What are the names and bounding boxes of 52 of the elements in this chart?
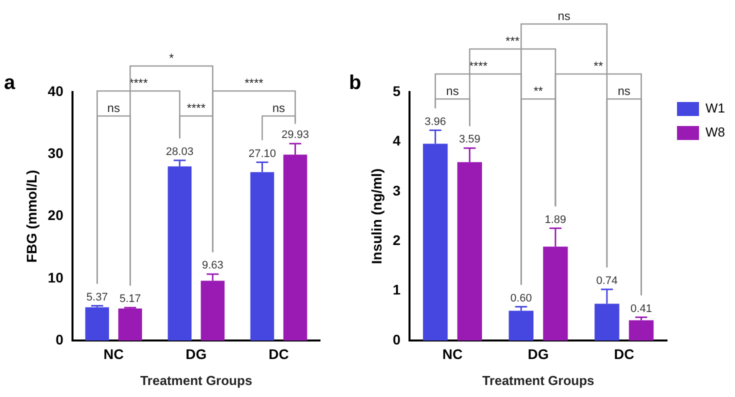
annotation: ns xyxy=(107,101,120,115)
text: *** xyxy=(506,34,520,48)
x-tick-label: DG xyxy=(528,346,549,362)
text: ** xyxy=(594,59,604,73)
data-label: 9.63 xyxy=(202,260,224,272)
data-label: 3.59 xyxy=(458,134,480,146)
y-tick-label: 30 xyxy=(48,145,64,162)
x-tick-label: DC xyxy=(268,346,289,362)
data-label: 0.60 xyxy=(510,292,532,304)
y-tick-label: 0 xyxy=(392,331,401,348)
annotation: **** xyxy=(186,101,206,115)
x-tick-label: NC xyxy=(104,346,124,362)
legend-label: W1 xyxy=(706,100,725,116)
x-axis-title: Treatment Groups xyxy=(140,372,252,388)
x-axis-title: Treatment Groups xyxy=(482,372,594,388)
y-tick-label: 0 xyxy=(56,331,64,348)
legend-label: W8 xyxy=(706,124,725,140)
y-tick-label: 2 xyxy=(392,232,401,248)
y-axis-title: FBG (mmol/L) xyxy=(23,170,40,263)
annotation: ns xyxy=(618,84,630,98)
data-label: 0.41 xyxy=(630,302,652,315)
text: * xyxy=(169,51,174,65)
y-tick-label: 20 xyxy=(48,207,64,224)
y-tick-label: 1 xyxy=(392,282,401,298)
y-tick-label: 4 xyxy=(392,132,401,149)
data-label: 29.93 xyxy=(281,129,310,142)
data-label: 5.37 xyxy=(86,291,108,304)
bar xyxy=(85,307,110,341)
text: **** xyxy=(468,59,488,73)
annotation: ns xyxy=(446,84,459,98)
annotation: ** xyxy=(534,84,544,98)
chart-title: b xyxy=(349,72,362,95)
bar xyxy=(628,320,654,341)
data-label: 1.89 xyxy=(544,214,566,226)
y-tick-label: 10 xyxy=(48,269,64,286)
x-tick-label: NC xyxy=(442,346,463,362)
text: ns xyxy=(558,9,570,23)
y-tick-label: 3 xyxy=(392,182,401,198)
data-label: 27.10 xyxy=(248,148,276,160)
chart-title: a xyxy=(4,72,16,95)
x-tick-label: DC xyxy=(614,346,634,362)
y-axis-title: Insulin (ng/ml) xyxy=(368,168,384,264)
data-label: 5.17 xyxy=(119,293,141,306)
y-tick-label: 40 xyxy=(48,82,64,99)
data-label: 28.03 xyxy=(166,146,194,158)
data-label: 0.74 xyxy=(596,274,618,287)
y-tick-label: 5 xyxy=(392,82,401,99)
bar xyxy=(118,308,142,341)
text: **** xyxy=(244,76,264,90)
x-tick-label: DG xyxy=(186,346,207,362)
annotation: ns xyxy=(272,101,286,115)
data-label: 3.96 xyxy=(424,116,446,128)
